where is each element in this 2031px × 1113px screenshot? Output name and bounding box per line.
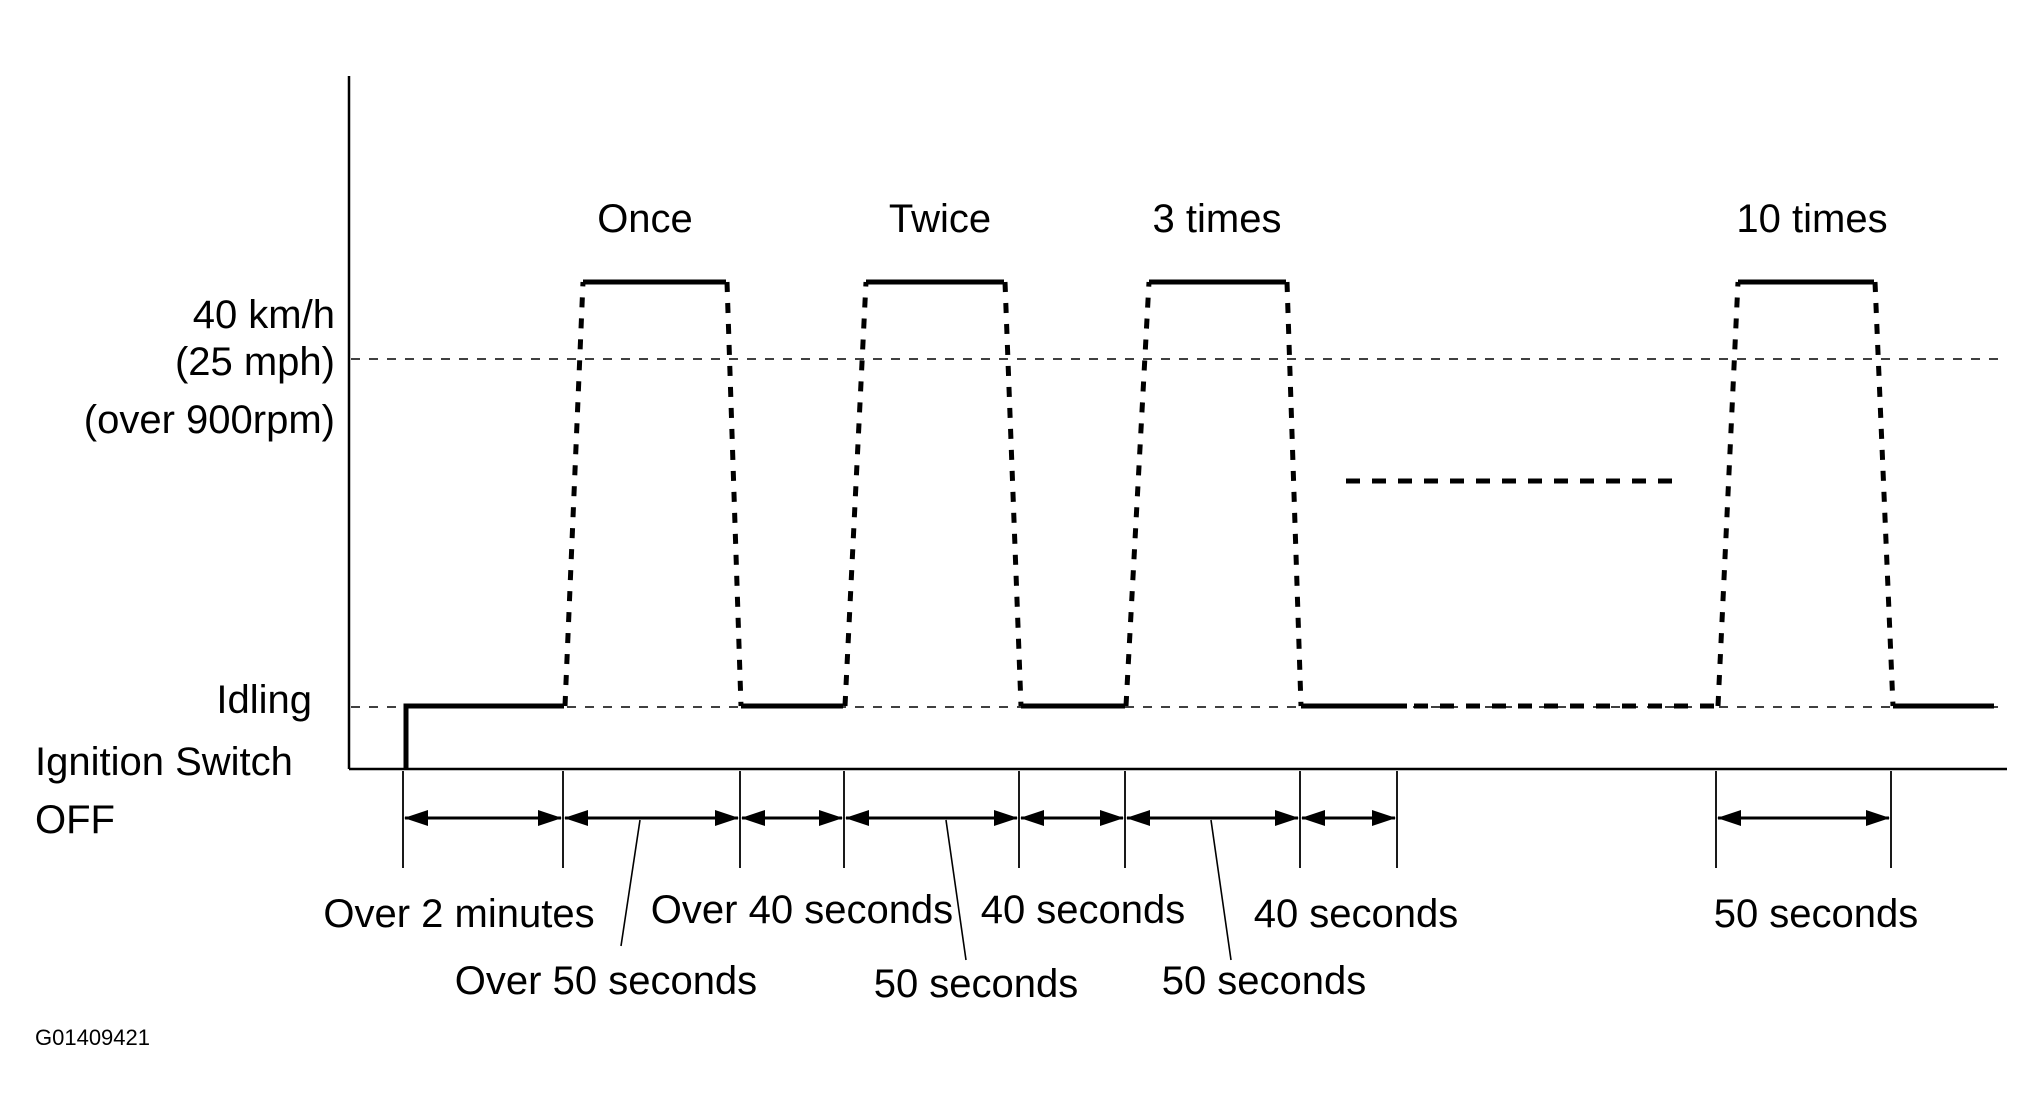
- ignition-switch-label: Ignition Switch: [35, 740, 293, 784]
- leader-line-cruise-3: [1210, 819, 1232, 961]
- cycle-label-once: Once: [597, 197, 693, 241]
- cycle-label-10-times: 10 times: [1736, 197, 1887, 241]
- timing-ticks: [402, 771, 1892, 868]
- decel-ramp-3: [1284, 281, 1304, 707]
- interval-arrow-warmup: [404, 810, 562, 826]
- decel-ramp-10: [1872, 281, 1896, 707]
- figure-id: G01409421: [35, 1025, 150, 1050]
- leader-line-cruise-2: [945, 819, 967, 961]
- interval-arrow-cruise-10: [1717, 810, 1890, 826]
- cycle-label-3-times: 3 times: [1153, 197, 1282, 241]
- speed-mph-label: (25 mph): [175, 340, 335, 384]
- accel-ramp-3: [1123, 281, 1152, 707]
- interval-arrow-idle-3: [1301, 810, 1396, 826]
- duration-label-cruise-3: 50 seconds: [1162, 959, 1367, 1003]
- duration-arrows: [404, 810, 1890, 826]
- interval-arrow-idle-2: [1020, 810, 1124, 826]
- rpm-label: (over 900rpm): [84, 398, 335, 442]
- accel-ramp-2: [842, 281, 869, 707]
- duration-label-idle-2: 40 seconds: [981, 888, 1186, 932]
- startup-segment: [403, 703, 564, 769]
- duration-label-cruise-2: 50 seconds: [874, 962, 1079, 1006]
- duration-label-cruise-10: 50 seconds: [1714, 892, 1919, 936]
- decel-ramp-2: [1002, 281, 1024, 707]
- idling-label: Idling: [216, 678, 312, 722]
- duration-label-idle-3: 40 seconds: [1254, 892, 1459, 936]
- decel-ramp-1: [724, 281, 744, 707]
- duration-label-warmup: Over 2 minutes: [323, 892, 594, 936]
- speed-label: 40 km/h: [193, 293, 335, 337]
- interval-arrow-cruise-1: [564, 810, 739, 826]
- interval-arrow-idle-1: [741, 810, 843, 826]
- duration-label-cruise-1: Over 50 seconds: [455, 959, 757, 1003]
- cycle-label-twice: Twice: [889, 197, 991, 241]
- accel-ramp-1: [562, 281, 586, 707]
- leader-line-cruise-1: [620, 819, 641, 947]
- accel-ramp-10: [1715, 281, 1741, 707]
- speed-trace: [403, 279, 1994, 769]
- interval-arrow-cruise-2: [845, 810, 1018, 826]
- off-label: OFF: [35, 798, 115, 842]
- duration-label-idle-1: Over 40 seconds: [651, 888, 953, 932]
- interval-arrow-cruise-3: [1126, 810, 1299, 826]
